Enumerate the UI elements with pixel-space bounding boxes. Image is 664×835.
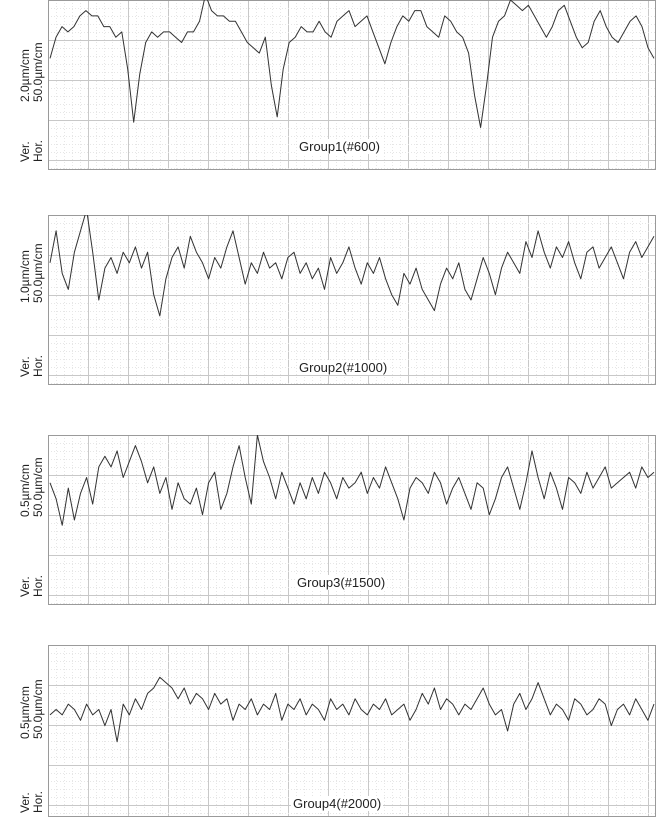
horizontal-scale-label: 50.0µm/cm (31, 457, 45, 517)
plot-border (48, 215, 656, 385)
horizontal-scale-label: 50.0µm/cm (31, 42, 45, 102)
scale-labels-4: 0.5µm/cm 50.0µm/cm Ver. Hor. (0, 645, 48, 835)
plot-area-1 (48, 0, 656, 170)
vertical-scale-label: 1.0µm/cm (18, 250, 32, 303)
roughness-trace-1 (49, 676, 655, 743)
roughness-trace-1 (49, 215, 655, 317)
chart-panel-2: 1.0µm/cm 50.0µm/cm Ver. Hor. Group2(#100… (0, 215, 664, 405)
plot-area-2 (48, 215, 656, 385)
chart-caption-4: Group4(#2000) (291, 796, 384, 811)
plot-border (48, 435, 656, 605)
chart-panel-4: 0.5µm/cm 50.0µm/cm Ver. Hor. Group4(#200… (0, 645, 664, 835)
plot-area-4 (48, 645, 656, 817)
chart-panel-3: 0.5µm/cm 50.0µm/cm Ver. Hor. Group3(#150… (0, 435, 664, 625)
roughness-trace-1 (49, 435, 655, 526)
hor-label: Hor. (31, 354, 45, 377)
ver-label: Ver. (18, 141, 32, 162)
chart-caption-1: Group1(#600) (297, 139, 382, 154)
roughness-trace-1 (49, 0, 655, 128)
plot-border (48, 645, 656, 817)
vertical-scale-label: 0.5µm/cm (18, 686, 32, 739)
plot-border (48, 0, 656, 170)
scale-labels-2: 1.0µm/cm 50.0µm/cm Ver. Hor. (0, 215, 48, 405)
vertical-scale-label: 0.5µm/cm (18, 464, 32, 517)
ver-label: Ver. (18, 356, 32, 377)
scale-labels-3: 0.5µm/cm 50.0µm/cm Ver. Hor. (0, 435, 48, 625)
hor-label: Hor. (31, 574, 45, 597)
horizontal-scale-label: 50.0µm/cm (31, 243, 45, 303)
ver-label: Ver. (18, 792, 32, 813)
chart-caption-2: Group2(#1000) (297, 360, 390, 375)
horizontal-scale-label: 50.0µm/cm (31, 679, 45, 739)
chart-panel-1: 2.0µm/cm 50.0µm/cm Ver. Hor. Group1(#600… (0, 0, 664, 190)
hor-label: Hor. (31, 139, 45, 162)
ver-label: Ver. (18, 576, 32, 597)
vertical-scale-label: 2.0µm/cm (18, 49, 32, 102)
scale-labels-1: 2.0µm/cm 50.0µm/cm Ver. Hor. (0, 0, 48, 190)
hor-label: Hor. (31, 790, 45, 813)
chart-caption-3: Group3(#1500) (295, 575, 388, 590)
